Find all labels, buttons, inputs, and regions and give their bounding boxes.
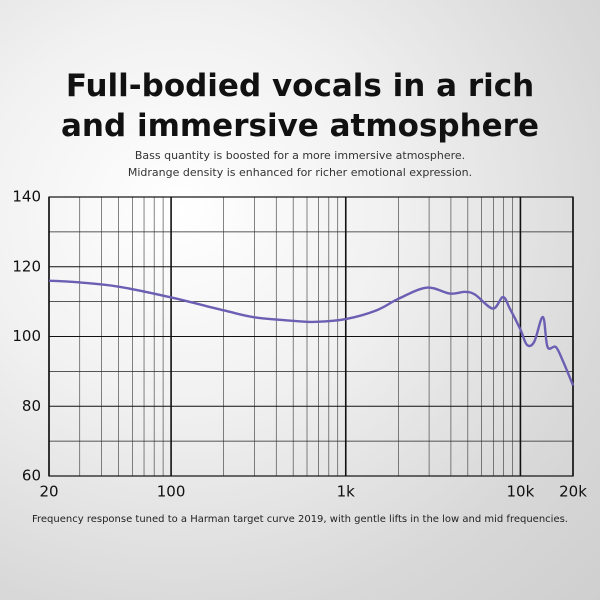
x-tick-label: 20 <box>39 483 58 501</box>
y-tick-label: 120 <box>12 257 41 275</box>
caption: Frequency response tuned to a Harman tar… <box>31 514 568 525</box>
y-tick-label: 80 <box>22 397 41 415</box>
x-tick-label: 1k <box>337 483 356 501</box>
x-tick-label: 20k <box>559 483 587 501</box>
line-series <box>48 279 575 386</box>
chart-title: Full-bodied vocals in a rich and immersi… <box>60 68 539 144</box>
y-tick-label: 60 <box>22 467 41 485</box>
plot-frame <box>48 196 574 477</box>
subtitle: Midrange density is enhanced for richer … <box>127 166 473 179</box>
y-tick-label: 100 <box>12 327 41 345</box>
x-tick-label: 10k <box>507 483 535 501</box>
subtitle: Bass quantity is boosted for a more imme… <box>134 149 466 162</box>
y-tick-label: 140 <box>12 188 41 206</box>
x-tick-label: 100 <box>157 483 186 501</box>
